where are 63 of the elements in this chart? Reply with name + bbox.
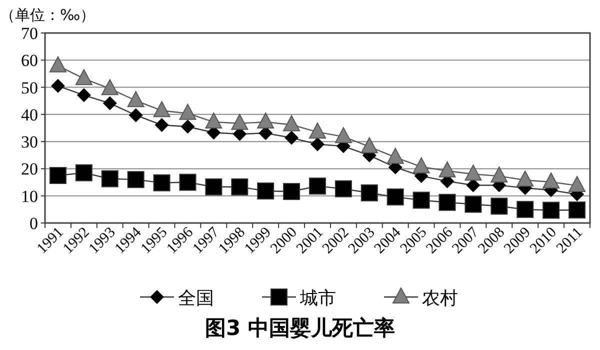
point (360, 184, 378, 202)
point (283, 183, 300, 200)
point (127, 91, 144, 108)
point (50, 78, 65, 93)
point (542, 202, 560, 219)
y-tick-label: 30 (21, 132, 38, 152)
point (464, 196, 482, 213)
y-tick-label: 10 (21, 186, 38, 206)
point (516, 170, 534, 187)
legend-label: 全国 (178, 288, 214, 309)
y-tick-label: 50 (21, 78, 38, 98)
point (412, 192, 430, 209)
point (75, 164, 92, 182)
point (257, 182, 274, 200)
point (154, 118, 169, 132)
point (205, 112, 222, 129)
point (309, 178, 326, 195)
point (334, 127, 352, 144)
y-tick-label: 0 (30, 214, 38, 233)
point (386, 148, 404, 164)
point (490, 198, 508, 215)
legend-label: 农村 (422, 288, 458, 309)
point (153, 174, 170, 192)
y-tick-label: 60 (21, 51, 38, 70)
y-tick-label: 70 (21, 24, 38, 43)
point (309, 122, 326, 139)
point (438, 161, 456, 178)
point (231, 178, 248, 196)
point (257, 112, 274, 129)
point (101, 170, 118, 188)
point (490, 166, 508, 183)
point (464, 164, 482, 181)
point (542, 172, 560, 189)
point (310, 137, 324, 152)
point (231, 114, 248, 130)
y-axis-title: （单位：‰） (0, 6, 96, 24)
point (75, 69, 92, 86)
point (49, 167, 66, 184)
point (153, 101, 170, 118)
point (179, 104, 196, 120)
point (76, 88, 91, 102)
point (49, 56, 66, 72)
point (284, 130, 299, 145)
legend-label: 城市 (299, 288, 336, 309)
point (179, 174, 196, 191)
point (283, 115, 300, 132)
point (101, 79, 118, 96)
y-tick-label: 40 (21, 105, 38, 124)
point (127, 171, 144, 188)
point (180, 120, 195, 134)
point (438, 194, 456, 211)
point (334, 180, 352, 198)
point (568, 176, 586, 192)
point (128, 108, 143, 122)
point (205, 178, 222, 196)
point (516, 200, 534, 218)
point (412, 157, 430, 174)
point (386, 188, 404, 206)
text: 图3 中国婴儿死亡率 (205, 316, 395, 340)
point (568, 201, 586, 218)
y-tick-label: 20 (21, 160, 38, 179)
point (360, 137, 378, 154)
point (102, 96, 117, 110)
